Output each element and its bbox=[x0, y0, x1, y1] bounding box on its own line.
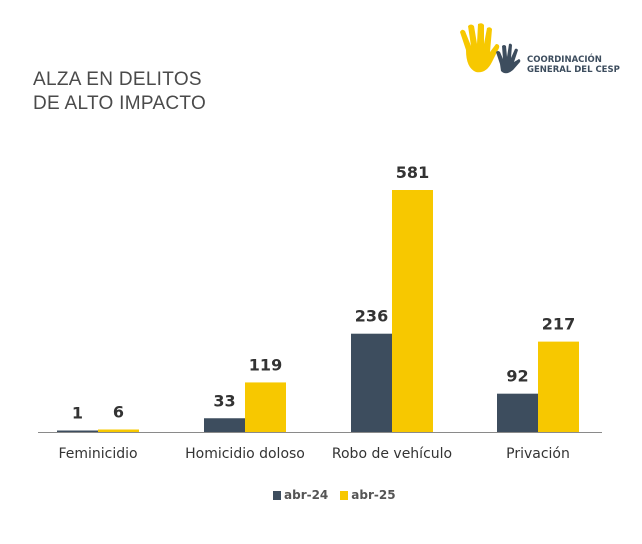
logo-text: COORDINACIÓN GENERAL DEL CESP bbox=[527, 55, 620, 75]
bar-abr-25 bbox=[245, 382, 286, 432]
legend-label: abr-25 bbox=[351, 488, 396, 502]
x-tick-label: Homicidio doloso bbox=[185, 446, 305, 462]
legend-item-abr-25: abr-25 bbox=[340, 488, 396, 502]
legend-swatch bbox=[273, 491, 281, 500]
legend: abr-24 abr-25 bbox=[273, 488, 396, 502]
title-line-2: DE ALTO IMPACTO bbox=[33, 93, 207, 114]
data-label: 217 bbox=[542, 315, 575, 334]
bar-abr-24 bbox=[57, 430, 98, 432]
logo-line-1: COORDINACIÓN bbox=[527, 55, 602, 65]
bar-abr-24 bbox=[204, 418, 245, 432]
x-tick-label: Robo de vehículo bbox=[332, 446, 452, 462]
data-label: 33 bbox=[213, 391, 235, 410]
x-tick-label: Feminicidio bbox=[58, 446, 137, 462]
data-label: 92 bbox=[506, 367, 528, 386]
x-tick-label: Privación bbox=[506, 446, 570, 462]
logo-line-2: GENERAL DEL CESP bbox=[527, 65, 620, 75]
data-label: 236 bbox=[355, 307, 388, 326]
data-label: 581 bbox=[396, 163, 429, 182]
title-line-1: ALZA EN DELITOS bbox=[33, 69, 202, 90]
bar-abr-25 bbox=[392, 190, 433, 432]
bar-abr-24 bbox=[497, 393, 538, 432]
legend-item-abr-24: abr-24 bbox=[273, 488, 328, 502]
bar-abr-25 bbox=[98, 429, 139, 432]
bar-abr-25 bbox=[538, 341, 579, 432]
data-label: 1 bbox=[72, 404, 83, 423]
data-label: 119 bbox=[249, 355, 282, 374]
data-label: 6 bbox=[113, 403, 124, 422]
legend-swatch bbox=[340, 491, 349, 500]
hands-logo-icon bbox=[460, 23, 521, 74]
bar-abr-24 bbox=[351, 333, 392, 432]
legend-label: abr-24 bbox=[284, 488, 329, 502]
chart-title: ALZA EN DELITOS DE ALTO IMPACTO bbox=[33, 68, 206, 116]
